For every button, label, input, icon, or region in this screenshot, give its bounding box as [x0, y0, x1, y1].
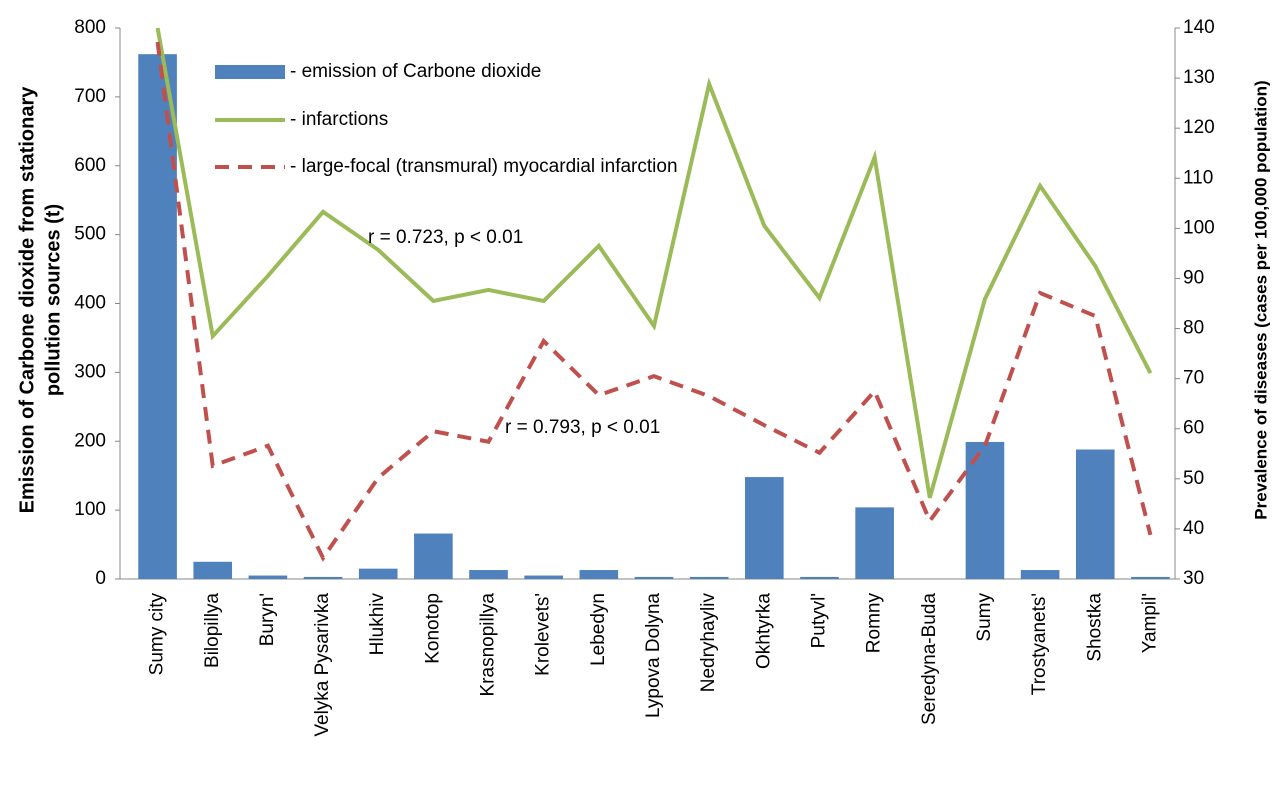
x-tick-label: Sumy city [147, 593, 168, 676]
bar [469, 570, 508, 579]
y2-axis-label: Prevalence of diseases (cases per 100,00… [1251, 80, 1270, 519]
bar [414, 533, 453, 579]
y-tick-label: 400 [74, 293, 106, 314]
annotation: r = 0.793, p < 0.01 [505, 417, 660, 438]
bar [855, 507, 894, 579]
bar [138, 54, 177, 580]
dashed-line [155, 41, 1153, 562]
x-tick-label: Bilopillya [202, 593, 223, 668]
legend-label: - infarctions [290, 109, 388, 130]
y2-tick-label: 30 [1183, 568, 1204, 589]
y-tick-label: 100 [74, 499, 106, 520]
y2-tick-label: 70 [1183, 368, 1204, 389]
x-tick-label: Seredyna-Buda [919, 593, 940, 725]
x-tick-label: Krolevets' [533, 593, 554, 676]
x-tick-label: Buryn' [257, 593, 278, 646]
x-tick-label: Krasnopillya [478, 593, 499, 697]
bar [358, 568, 398, 579]
y-tick-label: 0 [95, 568, 106, 589]
x-tick-label: Konotop [422, 593, 443, 664]
bar [1075, 449, 1115, 579]
line [155, 27, 1153, 499]
bar [579, 570, 619, 579]
y-tick-label: 700 [74, 86, 106, 107]
legend-swatch [215, 65, 285, 79]
y2-tick-label: 90 [1183, 267, 1204, 288]
bar [248, 575, 288, 579]
x-tick-label: Nedryhayliv [698, 593, 719, 693]
x-tick-label: Yampil' [1139, 593, 1160, 653]
bar [634, 576, 674, 579]
x-tick-label: Trostyanets' [1029, 593, 1050, 695]
bar [689, 576, 729, 579]
y2-tick-label: 120 [1183, 117, 1215, 138]
x-tick-label: Shostka [1084, 593, 1105, 662]
y2-tick-label: 60 [1183, 418, 1204, 439]
y2-tick-label: 50 [1183, 468, 1204, 489]
y-tick-label: 500 [74, 224, 106, 245]
x-tick-label: Putyvl' [808, 593, 829, 648]
y-tick-label: 800 [74, 17, 106, 38]
bar [965, 441, 1005, 579]
y-tick-label: 300 [74, 361, 106, 382]
bar [1020, 570, 1060, 579]
y2-tick-label: 80 [1183, 318, 1204, 339]
bar [1131, 576, 1170, 579]
y-tick-label: 600 [74, 155, 106, 176]
x-tick-label: Velyka Pysarivka [312, 593, 333, 737]
x-tick-label: Lebedyn [588, 593, 609, 666]
x-tick-label: Romny [864, 593, 885, 654]
x-tick-label: Lypova Dolyna [643, 593, 664, 718]
bar [303, 576, 343, 579]
x-tick-label: Okhtyrka [753, 593, 774, 669]
y-axis-label: pollution sources (t) [42, 204, 64, 396]
y2-tick-label: 110 [1183, 167, 1213, 188]
bar [800, 576, 839, 579]
bar [524, 575, 563, 579]
annotation: r = 0.723, p < 0.01 [368, 227, 523, 248]
y-tick-label: 200 [74, 430, 106, 451]
x-tick-label: Sumy [974, 593, 995, 642]
bar [193, 561, 233, 579]
legend-label: - emission of Carbone dioxide [290, 61, 541, 82]
y2-tick-label: 140 [1183, 17, 1215, 38]
bar [745, 477, 784, 579]
legend-label: - large-focal (transmural) myocardial in… [290, 156, 678, 177]
y2-tick-label: 40 [1183, 518, 1204, 539]
x-tick-label: Hlukhiv [367, 593, 388, 656]
y2-tick-label: 100 [1183, 217, 1215, 238]
y-axis-label: Emission of Carbone dioxide from station… [16, 86, 38, 514]
y2-tick-label: 130 [1183, 67, 1215, 88]
